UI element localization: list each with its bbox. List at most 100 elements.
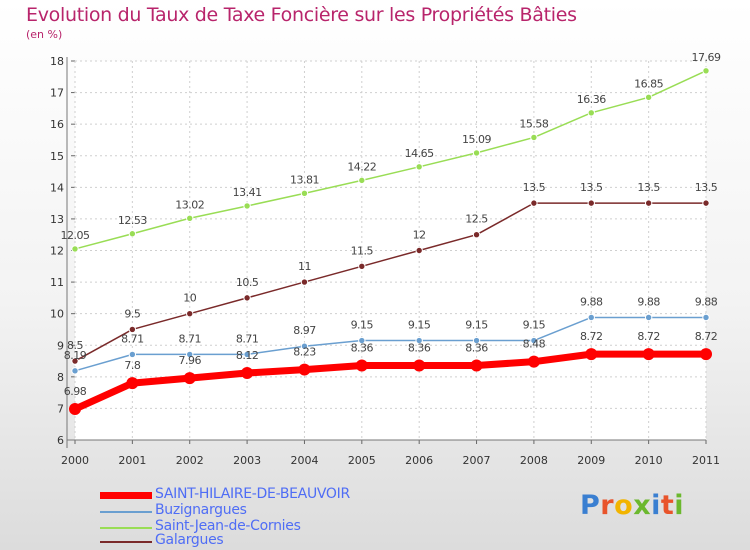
logo-letter: i [651, 490, 661, 521]
data-point-1 [702, 313, 710, 322]
proxiti-logo: Proxiti [580, 490, 684, 521]
logo-letter: x [633, 490, 652, 521]
logo-letter: t [660, 490, 675, 521]
data-label-1: 9.15 [465, 319, 488, 332]
x-tick-label: 2003 [233, 454, 261, 467]
x-tick-label: 2000 [61, 454, 89, 467]
data-point-0 [470, 359, 483, 372]
data-point-1 [415, 336, 423, 345]
data-label-0: 8.48 [523, 338, 546, 351]
data-point-3 [415, 246, 423, 255]
x-tick-label: 2007 [463, 454, 491, 467]
data-point-0 [298, 363, 311, 376]
x-tick-label: 2011 [692, 454, 720, 467]
data-point-1 [300, 342, 309, 350]
data-label-0: 8.23 [293, 346, 316, 359]
data-label-3: 9.5 [124, 307, 140, 320]
data-label-2: 12.05 [61, 229, 90, 242]
legend-label-galargues: Galargues [155, 532, 224, 548]
data-label-2: 14.22 [347, 160, 376, 173]
legend-swatch-saint-jean [100, 527, 152, 529]
data-point-2 [300, 189, 309, 198]
chart-unit-label: (en %) [26, 28, 63, 41]
y-tick-label: 10 [50, 308, 64, 321]
data-point-2 [243, 202, 251, 210]
data-point-1 [128, 350, 137, 359]
x-tick-label: 2006 [405, 454, 433, 467]
data-point-2 [128, 230, 137, 238]
data-point-1 [358, 336, 366, 345]
data-point-2 [644, 93, 653, 102]
x-tick-label: 2010 [635, 454, 663, 467]
data-point-2 [472, 149, 481, 157]
data-point-1 [186, 350, 194, 359]
y-tick-label: 7 [57, 402, 64, 415]
data-point-3 [472, 231, 481, 239]
data-point-2 [358, 176, 366, 185]
data-label-1: 9.88 [637, 295, 660, 308]
series-line-3 [74, 202, 706, 362]
data-label-1: 8.97 [293, 324, 316, 337]
data-label-1: 8.19 [64, 349, 87, 362]
data-point-3 [702, 199, 710, 207]
y-tick-label: 16 [50, 118, 64, 131]
data-point-2 [415, 163, 423, 171]
data-label-1: 8.71 [178, 332, 201, 345]
data-point-1 [472, 336, 481, 345]
legend-label-buzignargues: Buzignargues [155, 502, 247, 518]
x-tick-label: 2005 [348, 454, 376, 467]
data-label-3: 11 [298, 260, 311, 273]
y-tick-label: 18 [50, 55, 64, 68]
y-tick-label: 9 [57, 339, 64, 352]
data-label-2: 13.81 [290, 173, 319, 186]
data-label-3: 11.5 [351, 244, 374, 257]
logo-letter: i [674, 490, 685, 521]
y-tick-label: 11 [50, 276, 64, 289]
data-label-0: 7.96 [178, 354, 201, 367]
y-tick-label: 15 [50, 150, 64, 163]
data-label-2: 16.36 [577, 93, 606, 106]
x-tick-label: 2001 [118, 454, 146, 467]
y-tick-label: 13 [50, 213, 64, 226]
series-line-0 [73, 350, 706, 413]
data-label-3: 13.5 [637, 181, 660, 194]
data-point-1 [243, 350, 251, 359]
chart-title: Evolution du Taux de Taxe Foncière sur l… [26, 4, 577, 26]
data-label-0: 8.36 [408, 341, 431, 354]
data-label-0: 8.72 [695, 330, 718, 343]
data-label-3: 12.5 [465, 213, 488, 226]
data-point-0 [413, 359, 426, 372]
data-point-1 [71, 367, 79, 375]
legend-swatch-galargues [100, 541, 152, 543]
data-label-3: 13.5 [695, 181, 718, 194]
data-label-2: 15.58 [519, 117, 548, 130]
data-label-3: 12 [413, 229, 426, 242]
logo-letter: P [580, 490, 601, 521]
data-label-0: 8.12 [236, 349, 259, 362]
data-point-0 [241, 367, 254, 380]
data-point-3 [128, 325, 137, 334]
data-label-1: 8.71 [236, 332, 259, 345]
data-label-2: 16.85 [634, 77, 663, 90]
y-tick-label: 8 [57, 371, 64, 384]
data-label-0: 7.8 [124, 359, 140, 372]
data-point-2 [71, 245, 79, 253]
data-label-0: 8.36 [351, 341, 374, 354]
data-label-1: 9.15 [523, 319, 546, 332]
x-tick-label: 2002 [176, 454, 204, 467]
data-label-0: 6.98 [64, 385, 87, 398]
legend-swatch-buzignargues [100, 511, 152, 513]
data-point-3 [644, 199, 653, 207]
data-point-0 [642, 348, 655, 361]
legend-label-saint-hilaire: SAINT-HILAIRE-DE-BEAUVOIR [155, 486, 350, 502]
series-line-1 [74, 316, 706, 372]
data-label-1: 9.88 [695, 295, 718, 308]
data-label-0: 8.72 [637, 330, 660, 343]
data-label-3: 13.5 [580, 181, 603, 194]
data-label-2: 12.53 [118, 214, 147, 227]
data-label-0: 8.72 [580, 330, 603, 343]
data-label-3: 8.5 [67, 339, 83, 352]
y-tick-label: 6 [57, 434, 64, 447]
data-point-2 [186, 214, 194, 222]
data-label-3: 13.5 [523, 181, 546, 194]
